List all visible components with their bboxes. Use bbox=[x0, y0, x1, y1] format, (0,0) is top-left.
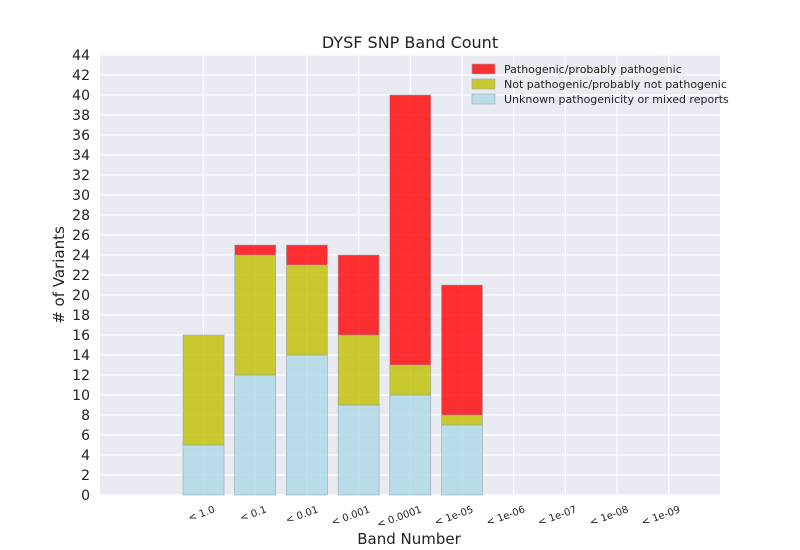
y-tick-label: 28 bbox=[72, 208, 90, 224]
bar-pathogenic bbox=[234, 244, 276, 256]
bar-not-pathogenic bbox=[337, 334, 380, 406]
bar-not-pathogenic bbox=[182, 334, 225, 446]
y-tick-label: 38 bbox=[72, 108, 90, 124]
x-tick-label: < 1e-05 bbox=[433, 504, 475, 528]
y-tick-label: 16 bbox=[72, 328, 90, 344]
bar-unknown bbox=[441, 424, 483, 496]
x-axis-label: Band Number bbox=[357, 530, 461, 548]
chart-title: DYSF SNP Band Count bbox=[322, 33, 498, 52]
bar-unknown bbox=[182, 444, 225, 496]
bar-pathogenic bbox=[337, 254, 380, 336]
bar-pathogenic bbox=[441, 284, 483, 416]
y-tick-label: 20 bbox=[72, 288, 90, 304]
bar-pathogenic bbox=[389, 94, 432, 366]
y-tick-label: 6 bbox=[81, 428, 90, 444]
y-tick-label: 36 bbox=[72, 128, 90, 144]
y-tick-label: 32 bbox=[72, 168, 90, 184]
bar-not-pathogenic bbox=[234, 254, 276, 376]
x-tick-label: < 0.1 bbox=[239, 504, 269, 524]
y-tick-label: 34 bbox=[72, 148, 90, 164]
legend-swatch bbox=[471, 93, 496, 105]
bar-unknown bbox=[337, 404, 380, 496]
legend-swatch bbox=[471, 78, 496, 90]
x-tick-label: < 1e-06 bbox=[485, 504, 527, 528]
y-axis-label: # of Variants bbox=[50, 226, 68, 324]
y-tick-label: 30 bbox=[72, 188, 90, 204]
y-tick-label: 26 bbox=[72, 228, 90, 244]
y-tick-label: 12 bbox=[72, 368, 90, 384]
legend-label: Not pathogenic/probably not pathogenic bbox=[504, 78, 727, 91]
bar-not-pathogenic bbox=[441, 414, 483, 426]
x-tick-label: < 0.001 bbox=[330, 504, 372, 528]
x-tick-label: < 0.01 bbox=[284, 504, 320, 526]
y-tick-label: 24 bbox=[72, 248, 90, 264]
y-tick-label: 2 bbox=[81, 468, 90, 484]
y-tick-label: 22 bbox=[72, 268, 90, 284]
x-tick-label: < 0.0001 bbox=[376, 504, 424, 530]
bar-not-pathogenic bbox=[286, 264, 328, 356]
bar-not-pathogenic bbox=[389, 364, 432, 396]
y-tick-label: 0 bbox=[81, 488, 90, 504]
bar-unknown bbox=[389, 394, 432, 496]
legend-swatch bbox=[471, 63, 496, 75]
y-tick-label: 4 bbox=[81, 448, 90, 464]
x-tick-label: < 1e-07 bbox=[537, 504, 579, 528]
y-tick-label: 8 bbox=[81, 408, 90, 424]
y-axis-ticks: 0246810121416182022242628303234363840424… bbox=[72, 48, 90, 504]
y-tick-label: 44 bbox=[72, 48, 90, 64]
legend-label: Unknown pathogenicity or mixed reports bbox=[504, 93, 729, 106]
legend: Pathogenic/probably pathogenic Not pathog… bbox=[471, 63, 729, 106]
bars-group bbox=[182, 94, 483, 496]
bar-unknown bbox=[286, 354, 328, 496]
bar-pathogenic bbox=[286, 244, 328, 266]
x-tick-label: < 1e-08 bbox=[588, 504, 630, 528]
y-tick-label: 42 bbox=[72, 68, 90, 84]
x-tick-label: < 1.0 bbox=[187, 504, 217, 524]
y-tick-label: 10 bbox=[72, 388, 90, 404]
legend-label: Pathogenic/probably pathogenic bbox=[504, 63, 682, 76]
y-tick-label: 40 bbox=[72, 88, 90, 104]
x-axis-ticks: < 1.0 < 0.1 < 0.01 < 0.001 < 0.0001 < 1e-05 < … bbox=[187, 504, 682, 530]
x-tick-label: < 1e-09 bbox=[640, 504, 682, 528]
y-tick-label: 18 bbox=[72, 308, 90, 324]
bar-unknown bbox=[234, 374, 276, 496]
y-tick-label: 14 bbox=[72, 348, 90, 364]
